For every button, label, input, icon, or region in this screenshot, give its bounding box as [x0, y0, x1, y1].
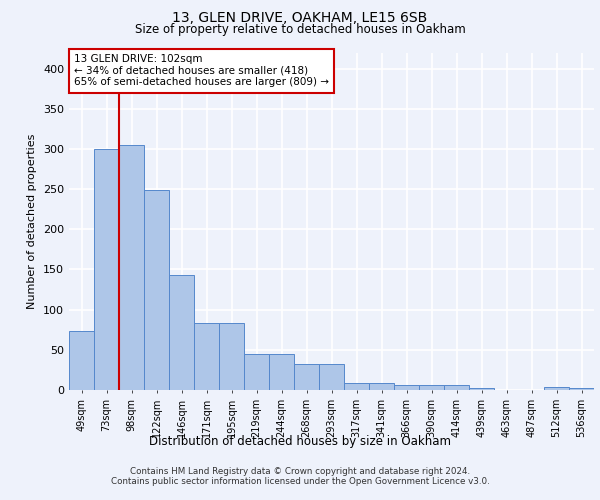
Bar — [119, 145, 144, 390]
Bar — [194, 324, 219, 390]
Y-axis label: Number of detached properties: Number of detached properties — [28, 134, 37, 309]
Text: Contains HM Land Registry data © Crown copyright and database right 2024.: Contains HM Land Registry data © Crown c… — [130, 467, 470, 476]
Bar — [344, 383, 369, 390]
Bar — [169, 275, 194, 390]
Bar — [69, 332, 94, 390]
Bar — [269, 354, 294, 390]
Bar — [144, 190, 169, 390]
Text: 13, GLEN DRIVE, OAKHAM, LE15 6SB: 13, GLEN DRIVE, OAKHAM, LE15 6SB — [172, 11, 428, 25]
Bar — [244, 354, 269, 390]
Bar — [569, 388, 594, 390]
Bar — [369, 383, 394, 390]
Bar — [319, 364, 344, 390]
Bar — [94, 149, 119, 390]
Bar — [469, 388, 494, 390]
Bar — [294, 364, 319, 390]
Bar — [219, 324, 244, 390]
Bar — [444, 385, 469, 390]
Bar — [419, 385, 444, 390]
Bar — [544, 387, 569, 390]
Text: Size of property relative to detached houses in Oakham: Size of property relative to detached ho… — [134, 22, 466, 36]
Text: Contains public sector information licensed under the Open Government Licence v3: Contains public sector information licen… — [110, 477, 490, 486]
Text: 13 GLEN DRIVE: 102sqm
← 34% of detached houses are smaller (418)
65% of semi-det: 13 GLEN DRIVE: 102sqm ← 34% of detached … — [74, 54, 329, 88]
Bar — [394, 385, 419, 390]
Text: Distribution of detached houses by size in Oakham: Distribution of detached houses by size … — [149, 435, 451, 448]
